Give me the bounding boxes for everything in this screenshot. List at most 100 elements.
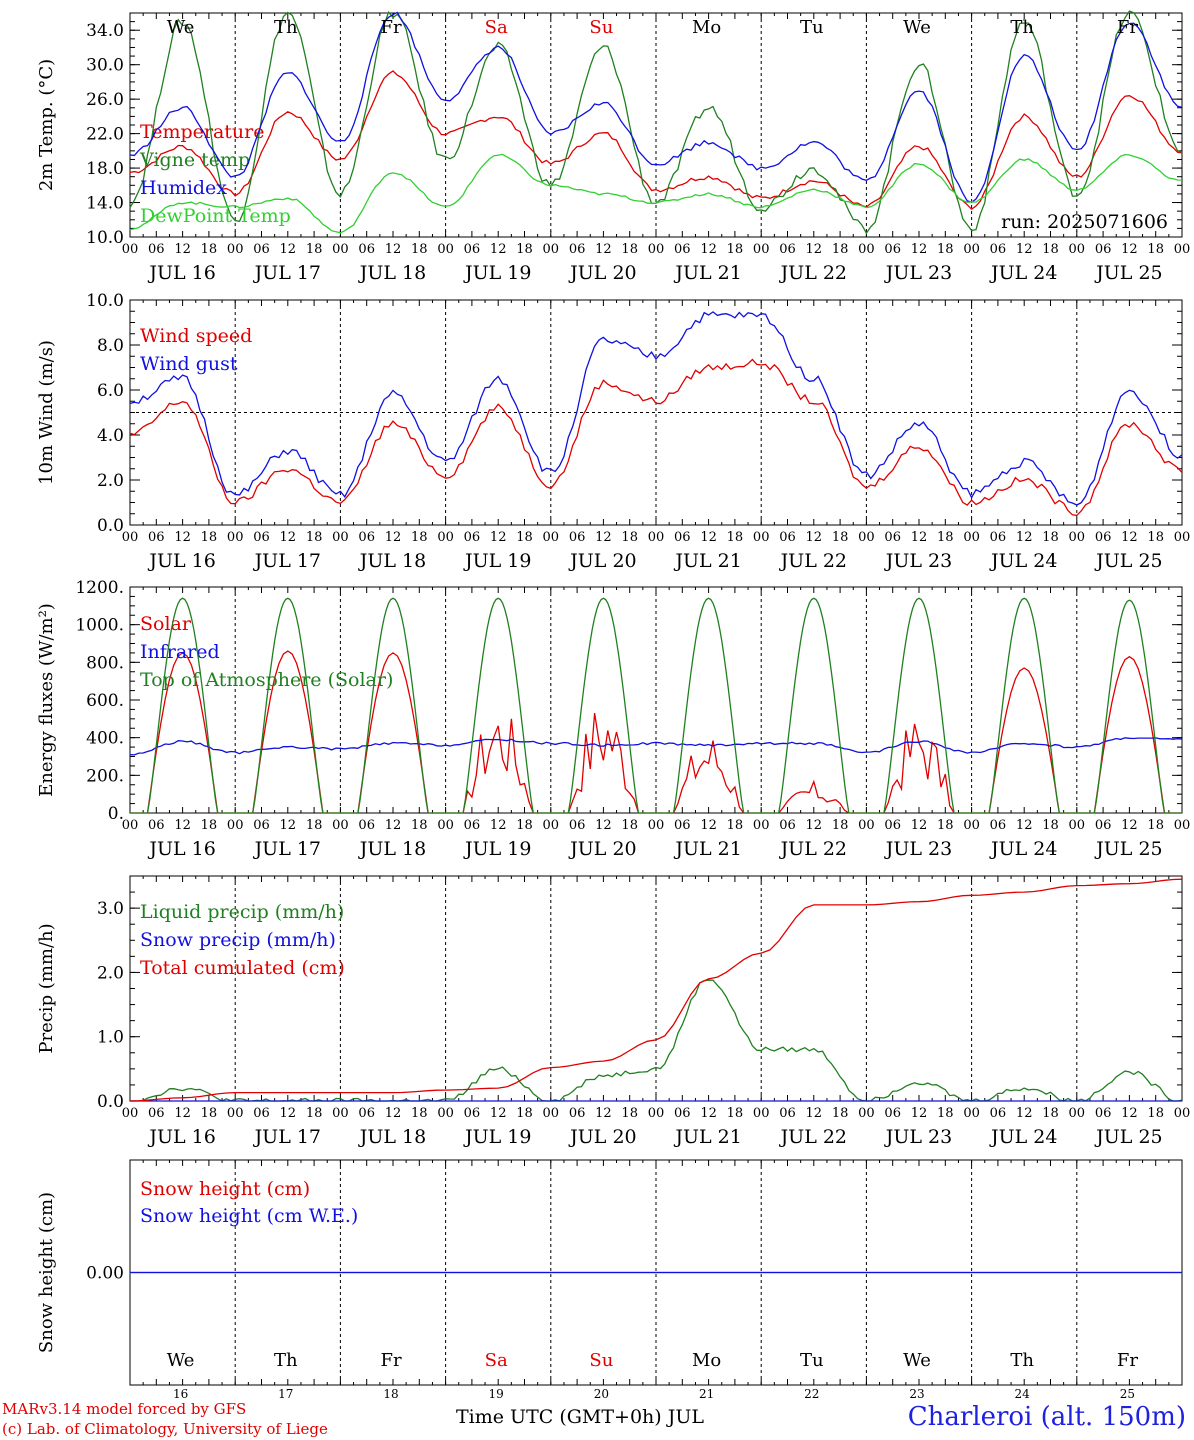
hour-tick-label: 18 (727, 242, 744, 257)
date-label: JUL 21 (673, 1126, 741, 1148)
date-label: JUL 22 (779, 550, 847, 572)
y-tick-label: 0.0 (97, 1092, 124, 1112)
date-label: JUL 17 (253, 550, 321, 572)
y-tick-label: 10.0 (86, 228, 124, 248)
hour-tick-label: 06 (464, 530, 481, 545)
hour-tick-label: 06 (148, 242, 165, 257)
hour-tick-label: 06 (1095, 1106, 1112, 1121)
hour-tick-label: 06 (358, 1106, 375, 1121)
hour-tick-label: 12 (806, 818, 823, 833)
hour-tick-label: 12 (1121, 242, 1138, 257)
hour-tick-label: 06 (358, 530, 375, 545)
date-label: JUL 24 (989, 550, 1057, 572)
hour-tick-label: 12 (385, 530, 402, 545)
date-label: JUL 25 (1094, 1126, 1162, 1148)
date-label: JUL 20 (568, 550, 636, 572)
hour-tick-label: 12 (806, 242, 823, 257)
hour-tick-label: 18 (411, 530, 428, 545)
hour-tick-label: 06 (148, 1106, 165, 1121)
series-line-temperature (129, 70, 1183, 211)
hour-tick-label: 12 (806, 1106, 823, 1121)
hour-tick-label: 18 (516, 530, 533, 545)
hour-tick-label: 12 (280, 1106, 297, 1121)
hour-tick-label: 06 (990, 530, 1007, 545)
hour-tick-label: 18 (621, 530, 638, 545)
hour-tick-label: 00 (648, 1106, 665, 1121)
y-tick-label: 0.00 (86, 1264, 124, 1284)
hour-tick-label: 18 (1147, 242, 1164, 257)
weekday-label-bottom: Fr (380, 1350, 401, 1371)
legend-entry: Snow height (cm) (140, 1178, 310, 1200)
hour-tick-label: 06 (1095, 242, 1112, 257)
hour-tick-label: 18 (1042, 530, 1059, 545)
hour-tick-label: 12 (595, 242, 612, 257)
hour-tick-label: 00 (1069, 1106, 1086, 1121)
y-tick-label: 8.0 (97, 336, 124, 356)
weekday-label-top: Su (589, 17, 613, 38)
hour-tick-label: 18 (621, 242, 638, 257)
date-label: JUL 19 (463, 550, 531, 572)
hour-tick-label: 18 (306, 530, 323, 545)
legend-entry: Humidex (140, 177, 227, 199)
date-label: JUL 20 (568, 262, 636, 284)
hour-tick-label: 18 (411, 818, 428, 833)
legend-entry: Liquid precip (mm/h) (140, 901, 344, 923)
legend-entry: Wind gust (140, 353, 238, 375)
hour-tick-label: 06 (884, 242, 901, 257)
hour-tick-label: 06 (674, 242, 691, 257)
weekday-label-bottom: Su (589, 1350, 613, 1371)
hour-tick-label: 00 (648, 818, 665, 833)
y-axis-title: 10m Wind (m/s) (36, 340, 57, 485)
hour-tick-label: 18 (1042, 242, 1059, 257)
weekday-label-top: We (167, 17, 195, 38)
hour-tick-label: 06 (569, 1106, 586, 1121)
date-label: JUL 18 (358, 838, 426, 860)
weekday-label-top: Th (274, 17, 298, 38)
hour-tick-label: 18 (937, 242, 954, 257)
hour-tick-label: 00 (122, 530, 139, 545)
hour-tick-label: 06 (253, 1106, 270, 1121)
date-label: JUL 23 (884, 262, 952, 284)
hour-tick-label: 18 (937, 530, 954, 545)
hour-tick-label: 06 (358, 242, 375, 257)
day-number-label: 22 (804, 1387, 819, 1401)
hour-tick-label: 00 (753, 242, 770, 257)
hour-tick-label: 00 (437, 530, 454, 545)
weekday-label-top: We (903, 17, 931, 38)
day-number-label: 24 (1015, 1387, 1031, 1401)
hour-tick-label: 00 (753, 818, 770, 833)
hour-tick-label: 18 (937, 818, 954, 833)
copyright-credit: (c) Lab. of Climatology, University of L… (2, 1420, 328, 1438)
y-tick-label: 2.0 (97, 471, 124, 491)
hour-tick-label: 00 (227, 1106, 244, 1121)
legend-entry: Wind speed (140, 325, 252, 347)
weekday-label-bottom: Mo (692, 1350, 721, 1371)
y-tick-label: 10.0 (86, 291, 124, 311)
date-label: JUL 22 (779, 262, 847, 284)
y-tick-label: 0.0 (97, 516, 124, 536)
date-label: JUL 19 (463, 838, 531, 860)
day-number-label: 17 (278, 1387, 293, 1401)
hour-tick-label: 12 (1121, 818, 1138, 833)
hour-tick-label: 12 (595, 530, 612, 545)
y-tick-label: 14.0 (86, 194, 124, 214)
hour-tick-label: 00 (122, 242, 139, 257)
hour-tick-label: 12 (174, 530, 191, 545)
hour-tick-label: 18 (201, 242, 218, 257)
hour-tick-label: 00 (1174, 818, 1191, 833)
hour-tick-label: 00 (227, 818, 244, 833)
hour-tick-label: 18 (306, 242, 323, 257)
hour-tick-label: 12 (385, 242, 402, 257)
hour-tick-label: 06 (779, 242, 796, 257)
y-tick-label: 400. (86, 729, 124, 749)
hour-tick-label: 06 (253, 530, 270, 545)
y-tick-label: 200. (86, 766, 124, 786)
weekday-label-bottom: Th (274, 1350, 298, 1371)
y-tick-label: 30.0 (86, 56, 124, 76)
y-tick-label: 22.0 (86, 125, 124, 145)
date-label: JUL 20 (568, 838, 636, 860)
hour-tick-label: 18 (832, 242, 849, 257)
hour-tick-label: 06 (884, 1106, 901, 1121)
day-number-label: 25 (1120, 1387, 1135, 1401)
